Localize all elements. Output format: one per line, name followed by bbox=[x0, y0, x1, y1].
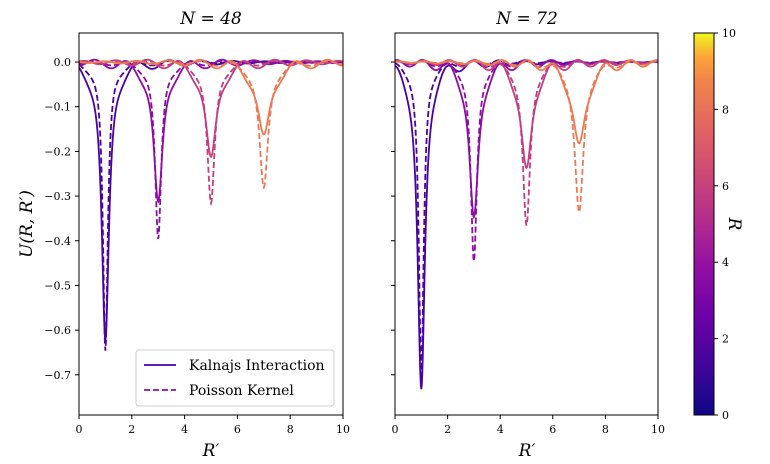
colorbar-tick-label: 2 bbox=[722, 333, 729, 346]
colorbar-tick-label: 10 bbox=[722, 27, 736, 40]
y-tick-label: −0.5 bbox=[44, 279, 71, 292]
x-axis-label: R′ bbox=[202, 441, 220, 461]
y-tick-label: −0.2 bbox=[44, 145, 71, 158]
poisson-line-R7 bbox=[79, 60, 343, 190]
panel-n48: N = 48 0 2 4 6 8 10 0.0 −0.1 −0.2 −0.3 −0.4 −0.5 −0… bbox=[17, 9, 350, 461]
y-tick-label: −0.3 bbox=[44, 190, 71, 203]
legend-box bbox=[135, 349, 335, 407]
colorbar-tick-label: 8 bbox=[722, 103, 729, 116]
kalnajs-line-R5 bbox=[395, 58, 658, 170]
poisson-line-R7 bbox=[395, 60, 658, 215]
poisson-line-R5 bbox=[395, 60, 658, 226]
legend-label-kalnajs: Kalnajs Interaction bbox=[189, 358, 325, 374]
colorbar-tick-label: 0 bbox=[722, 409, 729, 422]
panel-title: N = 48 bbox=[179, 9, 242, 29]
x-tick-label: 0 bbox=[392, 423, 399, 436]
x-tick-label: 4 bbox=[497, 423, 504, 436]
axes-frame bbox=[394, 32, 659, 416]
x-tick-label: 2 bbox=[444, 423, 451, 436]
x-tick-label: 8 bbox=[287, 423, 294, 436]
x-tick-label: 6 bbox=[549, 423, 556, 436]
y-tick-label: −0.7 bbox=[44, 369, 71, 382]
x-tick-label: 0 bbox=[76, 423, 83, 436]
x-tick-label: 10 bbox=[651, 423, 665, 436]
colorbar: 0 2 4 6 8 10 R bbox=[693, 27, 744, 422]
panel-title: N = 72 bbox=[495, 9, 558, 29]
panel-n72: N = 72 0 2 4 6 8 10 R′ bbox=[391, 9, 665, 461]
kalnajs-line-R7 bbox=[79, 58, 343, 136]
x-tick-label: 4 bbox=[181, 423, 188, 436]
kalnajs-line-R7 bbox=[395, 59, 658, 145]
x-tick-label: 6 bbox=[234, 423, 241, 436]
axes-frame bbox=[78, 32, 344, 416]
legend: Kalnajs Interaction Poisson Kernel bbox=[135, 349, 335, 407]
y-tick-label: −0.1 bbox=[44, 101, 71, 114]
colorbar-gradient bbox=[693, 32, 715, 416]
x-tick-label: 10 bbox=[336, 423, 350, 436]
y-tick-label: −0.6 bbox=[44, 324, 71, 337]
kalnajs-line-R3 bbox=[395, 58, 658, 220]
y-axis-label: U(R, R′) bbox=[17, 190, 37, 258]
poisson-line-R3 bbox=[79, 60, 343, 240]
legend-label-poisson: Poisson Kernel bbox=[189, 383, 294, 399]
x-axis-label: R′ bbox=[518, 441, 536, 461]
colorbar-tick-label: 4 bbox=[722, 256, 729, 269]
poisson-line-R3 bbox=[395, 60, 658, 262]
colorbar-label: R bbox=[724, 217, 744, 231]
kalnajs-line-R5 bbox=[79, 58, 343, 159]
x-tick-label: 8 bbox=[602, 423, 609, 436]
poisson-line-R5 bbox=[79, 60, 343, 207]
colorbar-tick-label: 6 bbox=[722, 180, 729, 193]
y-tick-label: 0.0 bbox=[54, 56, 72, 69]
x-tick-label: 2 bbox=[128, 423, 135, 436]
y-tick-label: −0.4 bbox=[44, 235, 71, 248]
